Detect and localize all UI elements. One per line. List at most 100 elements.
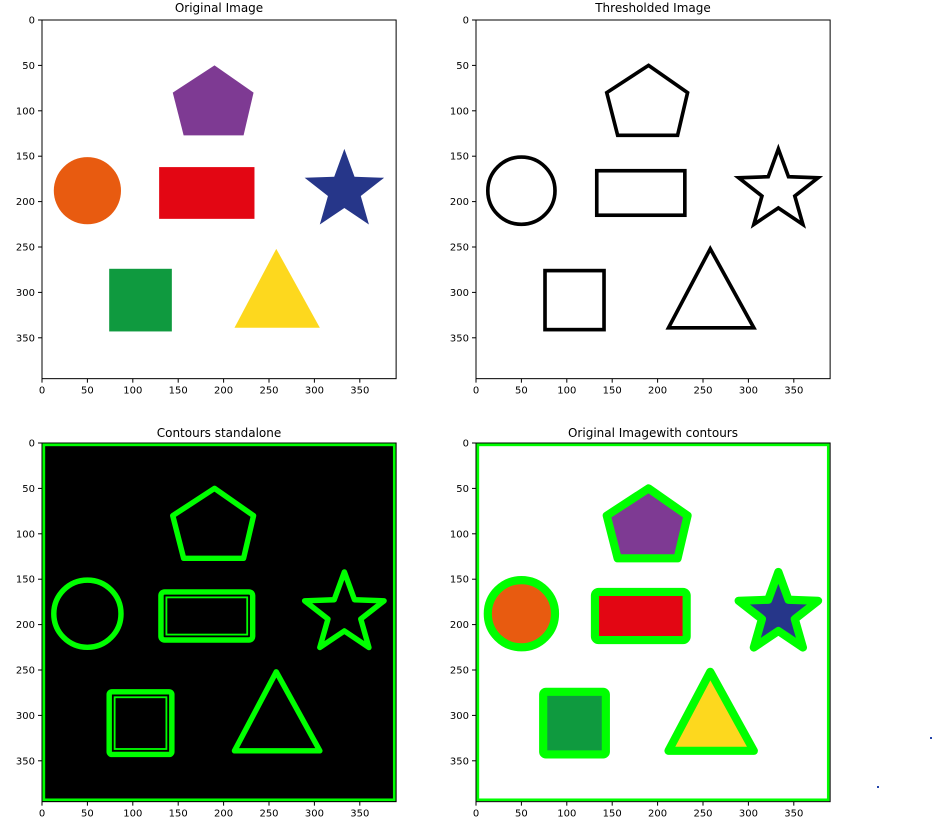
square-contour [106,689,175,758]
x-tick-label: 100 [557,809,576,820]
y-tick-label: 350 [16,756,35,767]
x-tick-label: 300 [739,809,758,820]
triangle-contour [231,669,323,754]
x-tick-label: 200 [214,386,233,397]
original-image-plot: 0 50 100 150 200 250 300 350 0 50 100 150 200 250 300 3… [16,16,397,397]
image-background [42,443,397,802]
x-tick-label: 0 [39,386,45,397]
square-shape [543,691,606,755]
star-shape [304,148,385,225]
star-contour [734,567,823,652]
y-tick-label: 250 [450,243,469,254]
x-tick-label: 250 [259,386,278,397]
star-contour [301,569,387,651]
frame-contour [42,443,396,802]
circle-shape [53,157,121,225]
pentagon-shape [172,65,254,136]
y-tick-label: 250 [450,666,469,677]
x-tick-label: 350 [784,386,803,397]
rectangle-outline [594,168,687,218]
x-tick-label: 150 [603,809,622,820]
square-contour-inner [113,696,168,750]
y-tick-label: 350 [450,756,469,767]
x-tick-label: 50 [81,386,94,397]
circle-contour [51,577,124,651]
y-tick-label: 150 [450,575,469,586]
square-shape [109,268,172,332]
square-outline [543,268,606,332]
axes-frame [475,19,831,380]
x-tick-label: 0 [473,386,479,397]
x-tick-label: 350 [784,809,803,820]
rectangle-contour [158,589,256,643]
panel-title-contours: Contours standalone [156,426,282,440]
circle-shape [487,580,555,648]
y-tick-label: 100 [16,106,35,117]
x-tick-label: 200 [214,809,233,820]
y-tick-label: 0 [463,16,469,27]
star-shape [738,571,819,648]
image-area [475,19,831,380]
circle-outline [485,155,557,227]
square-contour [539,687,610,759]
x-tick-label: 100 [557,386,576,397]
frame-contour [476,443,830,802]
axis-ticks: 0 50 100 150 200 250 300 350 0 50 100 150 200 250 300 3… [450,439,803,820]
panel-thresholded-image: Thresholded Image 0 50 100 150 200 250 300 350 0… [434,0,874,397]
panel-original-image: Original Image 0 50 100 150 200 250 300 350 0 50 1… [0,0,440,397]
y-tick-label: 150 [16,152,35,163]
y-tick-label: 50 [456,61,469,72]
y-tick-label: 0 [29,16,35,27]
image-area [41,442,397,803]
x-tick-label: 200 [648,809,667,820]
x-tick-label: 100 [123,809,142,820]
image-area [41,19,397,380]
y-tick-label: 50 [22,61,35,72]
x-tick-label: 250 [259,809,278,820]
pentagon-contour [602,484,692,563]
x-tick-label: 50 [81,809,94,820]
axes-frame [41,442,397,803]
y-tick-label: 200 [450,197,469,208]
y-tick-label: 100 [16,529,35,540]
y-tick-label: 150 [450,152,469,163]
star-outline [733,143,824,229]
axes-frame [475,442,831,803]
y-tick-label: 100 [450,106,469,117]
y-tick-label: 0 [463,439,469,450]
x-tick-label: 350 [350,809,369,820]
y-tick-label: 350 [16,333,35,344]
original-with-contours-plot: 0 50 100 150 200 250 300 350 0 50 100 150 200 250 300 3… [450,439,831,820]
contours-standalone-plot: 0 50 100 150 200 250 300 350 0 50 100 150 200 250 300 3… [16,439,397,820]
triangle-contour [664,667,758,755]
y-tick-label: 200 [450,620,469,631]
rectangle-shape [593,590,689,642]
x-tick-label: 350 [350,386,369,397]
stray-dot [877,786,879,788]
x-tick-label: 250 [693,809,712,820]
y-tick-label: 350 [450,333,469,344]
rectangle-shape [159,167,255,219]
x-tick-label: 150 [169,809,188,820]
pentagon-outline [604,63,690,138]
panel-original-with-contours: Original Imagewith contours 0 50 100 150 200… [434,425,874,825]
x-tick-label: 300 [305,809,324,820]
axis-ticks: 0 50 100 150 200 250 300 350 0 50 100 150 200 250 300 3… [16,439,369,820]
x-tick-label: 150 [169,386,188,397]
triangle-shape [234,248,320,328]
x-tick-label: 300 [739,386,758,397]
image-background [476,20,831,379]
pentagon-contour [170,485,257,562]
x-tick-label: 50 [515,809,528,820]
x-tick-label: 0 [473,809,479,820]
y-tick-label: 250 [16,243,35,254]
axes-frame [41,19,397,380]
y-tick-label: 200 [16,197,35,208]
panel-contours-standalone: Contours standalone 0 50 100 150 200 250 300 35… [0,425,440,825]
x-tick-label: 250 [693,386,712,397]
x-tick-label: 0 [39,809,45,820]
x-tick-label: 150 [603,386,622,397]
y-tick-label: 300 [16,711,35,722]
thresholded-image-plot: 0 50 100 150 200 250 300 350 0 50 100 150 200 250 300 3… [450,16,831,397]
stray-dot [930,737,932,739]
